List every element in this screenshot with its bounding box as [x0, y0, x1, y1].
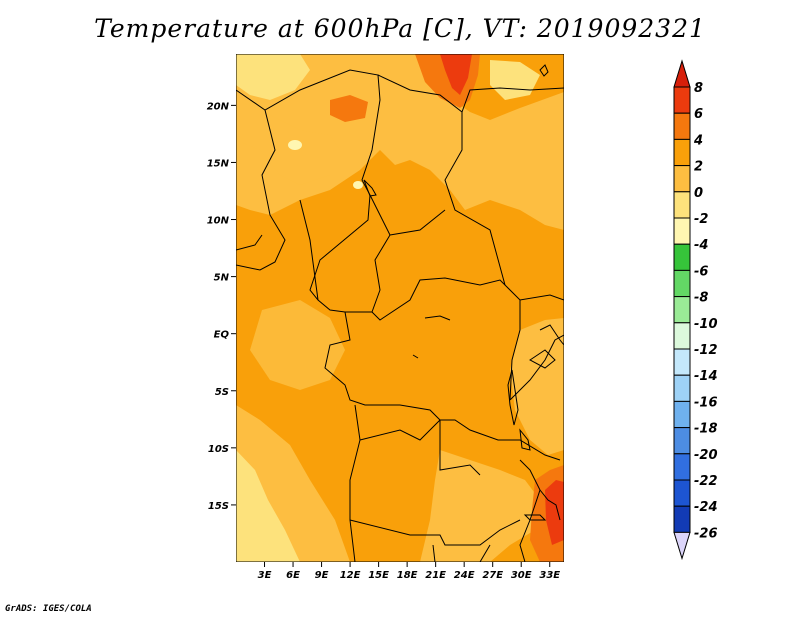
colorbar-swatch — [673, 191, 691, 219]
temperature-band-minus4-minus2 — [288, 140, 302, 150]
colorbar-swatch — [673, 453, 691, 481]
y-axis: 20N 15N 10N 5N EQ 5S 10S 15S — [207, 101, 236, 512]
colorbar-level-label: -18 — [694, 422, 718, 437]
x-tick-label-6e: 6E — [286, 570, 300, 581]
colorbar-level-label: 4 — [693, 133, 703, 148]
x-tick-label-3e: 3E — [258, 570, 272, 581]
temperature-band-minus4-minus2-b — [353, 181, 363, 189]
x-tick-label-21e: 21E — [425, 570, 446, 581]
temperature-band-0-2-east — [510, 318, 564, 455]
x-tick-label-12e: 12E — [340, 570, 361, 581]
colorbar-level-label: -26 — [694, 526, 718, 541]
colorbar-swatch — [673, 296, 691, 324]
colorbar-swatch — [673, 427, 691, 455]
y-tick-label-5s: 5S — [215, 387, 229, 398]
colorbar-swatch — [673, 243, 691, 271]
x-tick-label-18e: 18E — [397, 570, 418, 581]
colorbar-level-label: 2 — [694, 160, 703, 175]
x-tick-label-30e: 30E — [511, 570, 532, 581]
colorbar-swatch — [673, 86, 691, 114]
colorbar-swatch — [673, 217, 691, 245]
country-borders — [236, 69, 564, 562]
lake-outlines — [412, 64, 556, 521]
credit-text: GrADS: IGES/COLA — [5, 604, 92, 614]
colorbar-level-label: -8 — [694, 291, 708, 306]
colorbar-level-label: -22 — [694, 474, 718, 489]
temperature-band-6-8 — [440, 54, 472, 95]
colorbar-swatch — [673, 165, 691, 193]
temperature-band-minus2-0-north — [236, 54, 310, 100]
colorbar-level-label: -10 — [694, 317, 718, 332]
colorbar-swatch — [673, 400, 691, 429]
colorbar-level-label: -4 — [694, 238, 708, 253]
y-tick-label-10s: 10S — [208, 444, 229, 455]
y-tick-label-eq: EQ — [214, 330, 230, 341]
map-panel — [236, 54, 564, 562]
temperature-band-4-6-b — [330, 95, 368, 122]
colorbar-swatch — [673, 374, 691, 402]
colorbar-level-label: -24 — [694, 500, 718, 515]
x-tick-label-24e: 24E — [454, 570, 475, 581]
colorbar-level-label: -16 — [694, 395, 718, 410]
temperature-band-0-2-north — [236, 100, 340, 185]
colorbar-level-label: 6 — [694, 107, 703, 122]
colorbar-level-label: 0 — [694, 186, 703, 201]
temperature-band-0-2 — [236, 54, 564, 230]
y-tick-label-20n: 20N — [207, 101, 230, 112]
colorbar-swatch — [673, 348, 691, 376]
colorbar-swatch — [673, 112, 691, 140]
temperature-band-6-8-southeast — [545, 480, 564, 545]
colorbar-level-label: -14 — [694, 369, 718, 384]
map-title: Temperature at 600hPa [C], VT: 201909232… — [94, 14, 706, 43]
temperature-band-minus2-0 — [236, 450, 300, 562]
x-tick-label-15e: 15E — [368, 570, 389, 581]
colorbar-level-label: 8 — [694, 81, 703, 96]
y-tick-label-10n: 10N — [207, 216, 230, 227]
y-tick-label-15n: 15N — [207, 158, 230, 169]
colorbar-level-label: -6 — [694, 264, 708, 279]
y-tick-label-15s: 15S — [208, 501, 229, 512]
colorbar-swatch — [673, 322, 691, 350]
colorbar-under-arrow — [673, 531, 691, 561]
x-tick-label-27e: 27E — [482, 570, 503, 581]
x-tick-label-33e: 33E — [539, 570, 560, 581]
colorbar: 8 6 4 2 0 -2 -4 -6 -8 -10 -12 -14 -16 -18 -20 -22 -24 -26 — [673, 59, 718, 561]
temperature-band-0-2-southeast — [420, 450, 540, 562]
colorbar-over-arrow — [673, 59, 691, 88]
x-tick-label-9e: 9E — [315, 570, 329, 581]
colorbar-swatch — [673, 269, 691, 298]
colorbar-level-label: -12 — [694, 343, 718, 358]
colorbar-level-label: -2 — [694, 212, 708, 227]
x-axis: 3E 6E 9E 12E 15E 18E 21E 24E 27E 30E 33E — [258, 562, 560, 581]
colorbar-swatch — [673, 479, 691, 507]
temperature-band-0-2-central — [250, 300, 345, 390]
y-tick-label-5n: 5N — [214, 273, 230, 284]
colorbar-swatch — [673, 505, 691, 533]
colorbar-swatch — [673, 138, 691, 167]
colorbar-level-label: -20 — [694, 448, 718, 463]
